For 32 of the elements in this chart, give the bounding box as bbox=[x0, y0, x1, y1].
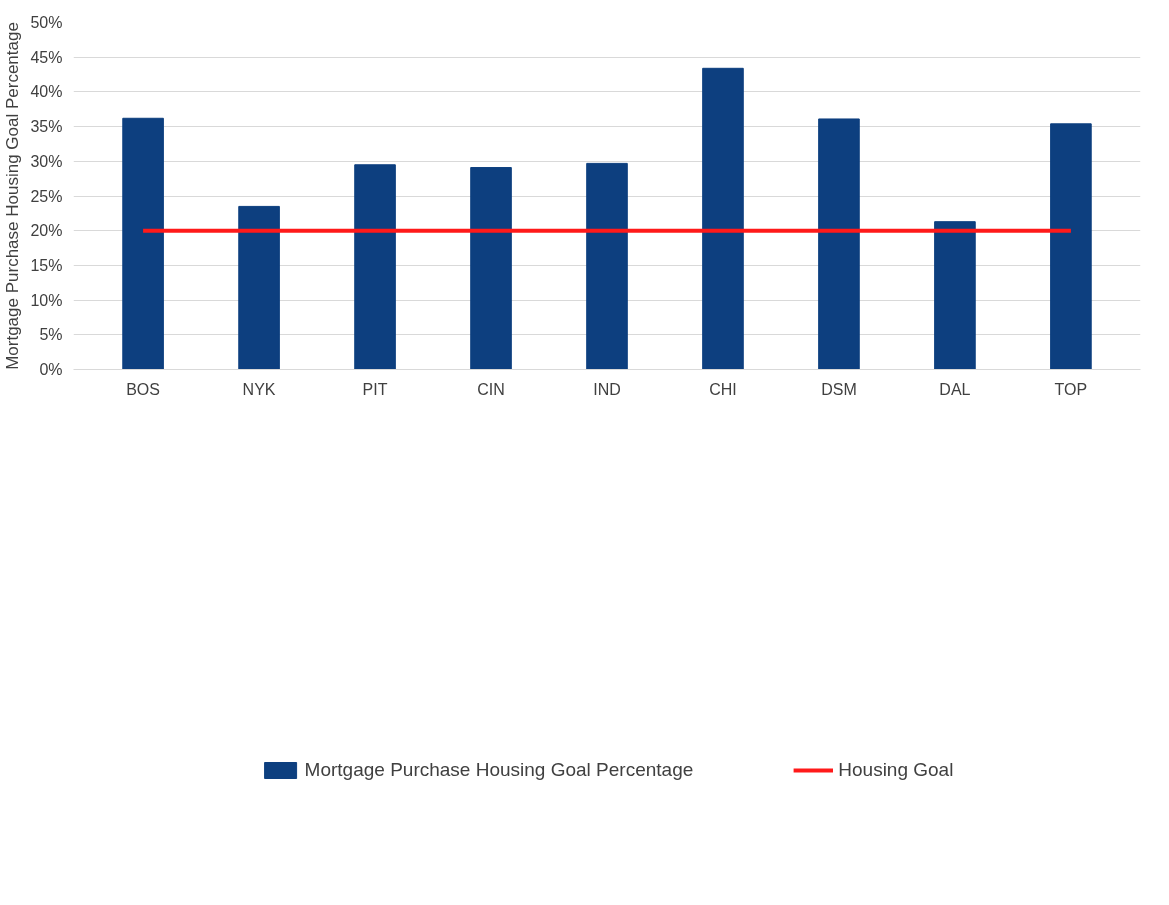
y-tick-label: 30% bbox=[30, 152, 63, 170]
x-tick-label: CHI bbox=[709, 380, 737, 398]
bar bbox=[818, 118, 860, 370]
y-tick-label: 35% bbox=[30, 118, 63, 136]
bar bbox=[354, 164, 396, 370]
y-tick-label: 45% bbox=[30, 48, 63, 66]
y-axis-title: Mortgage Purchase Housing Goal Percentage bbox=[3, 22, 23, 370]
y-tick-label: 15% bbox=[30, 256, 63, 274]
bar bbox=[470, 167, 512, 370]
y-tick-label: 20% bbox=[30, 222, 63, 240]
y-tick-label: 50% bbox=[30, 14, 63, 31]
x-tick-label: NYK bbox=[242, 380, 276, 398]
bar bbox=[122, 117, 164, 370]
x-tick-label: BOS bbox=[126, 380, 160, 398]
y-tick-label: 40% bbox=[30, 83, 63, 101]
y-tick-label: 10% bbox=[30, 291, 63, 309]
bar bbox=[586, 162, 628, 370]
x-tick-label: TOP bbox=[1054, 380, 1088, 398]
bar bbox=[934, 221, 976, 370]
x-tick-label: CIN bbox=[477, 380, 505, 398]
legend-label: Mortgage Purchase Housing Goal Percentage bbox=[304, 758, 694, 781]
y-tick-label: 0% bbox=[39, 361, 63, 378]
bar bbox=[238, 205, 280, 370]
legend-label: Housing Goal bbox=[838, 758, 954, 781]
x-tick-label: DAL bbox=[939, 380, 971, 398]
bar bbox=[1050, 123, 1092, 370]
x-tick-label: DSM bbox=[821, 380, 857, 398]
x-tick-label: IND bbox=[593, 380, 621, 398]
bar bbox=[702, 67, 744, 370]
x-tick-label: PIT bbox=[362, 380, 388, 398]
y-tick-label: 25% bbox=[30, 187, 63, 205]
y-tick-label: 5% bbox=[39, 326, 63, 344]
